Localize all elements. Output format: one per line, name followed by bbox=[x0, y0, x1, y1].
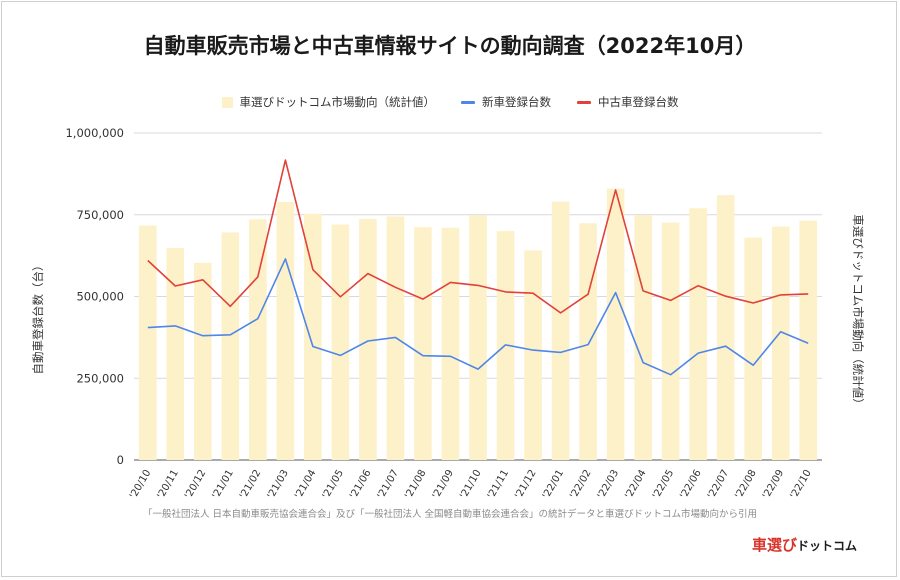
x-tick-label: '21/11 bbox=[486, 468, 511, 501]
bar bbox=[469, 215, 487, 460]
x-tick-label: '21/10 bbox=[458, 468, 483, 501]
x-tick-label: '21/03 bbox=[266, 468, 291, 501]
bar bbox=[717, 195, 735, 460]
logo-part1: 車選び bbox=[752, 536, 797, 554]
x-tick-label: '21/05 bbox=[321, 468, 346, 501]
y-tick-label: 750,000 bbox=[76, 208, 124, 222]
bar bbox=[772, 227, 790, 460]
x-tick-label: '21/09 bbox=[431, 468, 456, 501]
bar bbox=[634, 215, 652, 460]
bar bbox=[689, 208, 707, 460]
x-tick-label: '21/06 bbox=[348, 468, 373, 501]
bar bbox=[304, 214, 322, 460]
y-tick-label: 250,000 bbox=[76, 371, 124, 385]
logo-part2: ドットコム bbox=[797, 539, 857, 553]
y-tick-label: 0 bbox=[117, 453, 124, 467]
x-tick-label: '22/05 bbox=[651, 468, 676, 501]
x-tick-label: '22/10 bbox=[789, 468, 814, 501]
bar bbox=[524, 250, 542, 460]
x-tick-label: '22/02 bbox=[568, 468, 593, 501]
bar bbox=[579, 223, 597, 460]
x-tick-label: '21/01 bbox=[211, 468, 236, 501]
bar bbox=[607, 189, 625, 460]
x-tick-label: '21/04 bbox=[293, 468, 318, 501]
x-tick-label: '22/06 bbox=[678, 468, 703, 501]
bar bbox=[552, 202, 570, 460]
x-tick-label: '21/07 bbox=[376, 468, 401, 501]
bar bbox=[332, 225, 350, 460]
x-tick-label: '21/12 bbox=[513, 468, 538, 501]
source-note: 「一般社団法人 日本自動車販売協会連合会」及び「一般社団法人 全国軽自動車協会連… bbox=[0, 506, 900, 520]
x-tick-label: '22/08 bbox=[733, 468, 758, 501]
x-tick-label: '20/11 bbox=[156, 468, 181, 501]
bar bbox=[222, 232, 240, 460]
x-tick-label: '22/07 bbox=[706, 468, 731, 501]
bar bbox=[442, 228, 460, 460]
bar bbox=[744, 238, 762, 460]
bar bbox=[662, 223, 680, 460]
x-tick-label: '22/04 bbox=[623, 468, 648, 501]
x-tick-label: '20/12 bbox=[183, 468, 208, 501]
bar bbox=[277, 202, 295, 460]
bar bbox=[194, 263, 212, 460]
y-tick-label: 500,000 bbox=[76, 290, 124, 304]
x-tick-label: '22/03 bbox=[596, 468, 621, 501]
x-tick-label: '21/02 bbox=[238, 468, 263, 501]
x-tick-label: '20/10 bbox=[128, 468, 153, 501]
bar bbox=[249, 219, 267, 460]
y-tick-label: 1,000,000 bbox=[65, 126, 124, 140]
x-tick-label: '22/09 bbox=[761, 468, 786, 501]
x-tick-label: '21/08 bbox=[403, 468, 428, 501]
brand-logo: 車選びドットコム bbox=[752, 534, 857, 555]
x-tick-label: '22/01 bbox=[541, 468, 566, 501]
bar bbox=[414, 227, 432, 460]
